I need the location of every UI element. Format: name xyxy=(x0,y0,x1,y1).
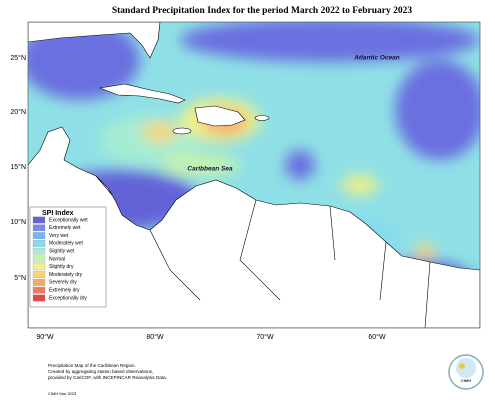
legend-swatch xyxy=(32,240,46,247)
legend-swatch xyxy=(32,271,46,278)
legend-label: Moderately wet xyxy=(49,241,84,247)
footer-line: provided by CariCOF, with INCEPINCAR Rea… xyxy=(48,375,167,380)
footer-line: Created by aggregating station based obs… xyxy=(48,369,153,374)
spi-map xyxy=(28,22,480,328)
lat-label: 25°N xyxy=(10,54,26,62)
legend-swatch xyxy=(32,224,46,232)
legend-label: Exceptionally dry xyxy=(49,295,87,301)
lat-label: 5°N xyxy=(14,274,26,282)
legend-swatch xyxy=(32,232,46,239)
legend-swatch xyxy=(32,216,46,224)
lon-label: 60°W xyxy=(368,333,386,341)
legend-swatch xyxy=(32,263,46,271)
lon-label: 70°W xyxy=(256,333,274,341)
legend-swatch xyxy=(32,247,46,255)
legend-swatch xyxy=(32,294,46,302)
logo: CIMH xyxy=(448,354,484,390)
legend-swatch xyxy=(32,255,46,263)
lon-label: 80°W xyxy=(146,333,164,341)
legend-label: Slightly wet xyxy=(49,249,75,255)
legend-label: Moderately dry xyxy=(49,272,83,278)
legend-label: Exceptionally wet xyxy=(49,217,88,223)
lat-label: 15°N xyxy=(10,163,26,171)
map-frame xyxy=(27,21,481,329)
legend-label: Severely dry xyxy=(49,280,77,286)
legend-label: Extremely dry xyxy=(49,288,80,294)
legend-label: Normal xyxy=(49,256,65,262)
place-label: Caribbean Sea xyxy=(187,166,233,173)
legend-swatch xyxy=(32,286,46,294)
legend-label: Slightly dry xyxy=(49,264,74,270)
legend-swatch xyxy=(32,279,46,286)
lon-label: 90°W xyxy=(36,333,54,341)
legend-label: Extremely wet xyxy=(49,225,81,231)
legend-label: Very wet xyxy=(49,233,69,239)
legend: SPI Index Exceptionally wet Extremely wet… xyxy=(29,206,107,308)
logo-text: CIMH xyxy=(461,378,471,383)
credit: CIMH Mar 2023 xyxy=(48,391,77,396)
legend-title: SPI Index xyxy=(42,210,74,217)
footer-line: Precipitation Map of the Caribbean Regio… xyxy=(48,363,136,368)
lat-label: 20°N xyxy=(10,108,26,116)
place-label: Atlantic Ocean xyxy=(353,55,400,62)
title: Standard Precipitation Index for the per… xyxy=(112,6,413,16)
lat-label: 10°N xyxy=(10,218,26,226)
